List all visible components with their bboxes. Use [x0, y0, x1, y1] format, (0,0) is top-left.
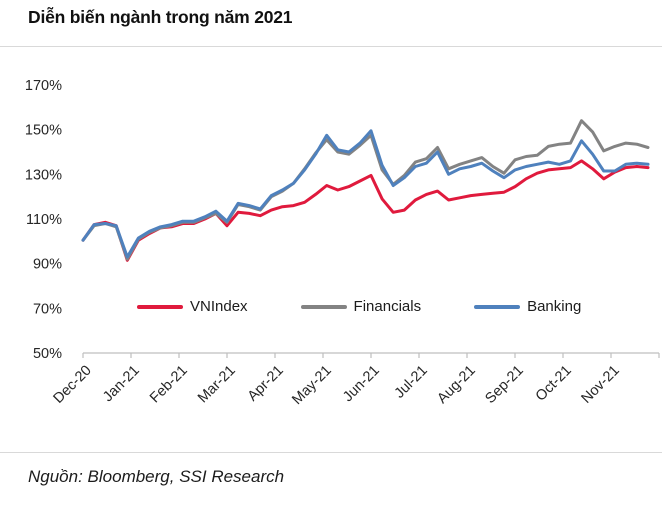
top-divider: [0, 46, 662, 47]
legend-item-financials: Financials: [300, 298, 422, 315]
legend-label-vnindex: VNIndex: [190, 298, 248, 315]
bottom-divider: [0, 452, 662, 453]
series-line-financials: [81, 119, 650, 261]
x-tick-label: Jan-21: [100, 363, 143, 406]
line-chart: 170% 150% 130% 110% 90% 70% 50% Dec-20 Jan-21 Feb…: [0, 48, 662, 452]
y-tick-label: 50%: [33, 346, 62, 362]
x-tick-label: Mar-21: [195, 363, 239, 407]
financials-line-swatch-icon: [300, 304, 347, 309]
y-tick-label: 170%: [25, 78, 62, 94]
y-tick-label: 150%: [25, 123, 62, 139]
y-tick-label: 90%: [33, 257, 62, 273]
x-tick-label: Nov-21: [578, 363, 622, 407]
y-tick-label: 110%: [26, 212, 62, 228]
legend-item-banking: Banking: [474, 298, 581, 315]
source-note: Nguồn: Bloomberg, SSI Research: [28, 467, 285, 486]
x-tick-label: Aug-21: [434, 363, 478, 407]
series-line-vnindex: [81, 159, 650, 262]
legend-label-financials: Financials: [353, 298, 422, 315]
legend-label-banking: Banking: [527, 298, 582, 315]
x-tick-label: Dec-20: [50, 363, 94, 407]
chart-canvas: 170% 150% 130% 110% 90% 70% 50%Dec-20 Jan-21 Feb…: [25, 78, 660, 409]
series-line-banking: [81, 129, 650, 259]
chart-title: Diễn biến ngành trong năm 2021: [28, 7, 293, 27]
x-tick-label: Feb-21: [147, 363, 191, 407]
x-tick-label: Oct-21: [533, 363, 575, 405]
x-tick-label: May-21: [289, 363, 335, 409]
x-tick-label: Apr-21: [245, 363, 287, 405]
legend-item-vnindex: VNIndex: [137, 298, 248, 315]
banking-line-swatch-icon: [474, 304, 521, 309]
vnindex-line-swatch-icon: [137, 304, 183, 309]
y-tick-label: 70%: [33, 301, 62, 317]
chart-legend: VNIndex Financials Banking: [137, 298, 581, 315]
x-tick-label: Sep-21: [482, 363, 526, 407]
x-tick-label: Jul-21: [392, 363, 431, 402]
y-tick-label: 130%: [25, 167, 62, 183]
x-tick-label: Jun-21: [340, 363, 383, 406]
